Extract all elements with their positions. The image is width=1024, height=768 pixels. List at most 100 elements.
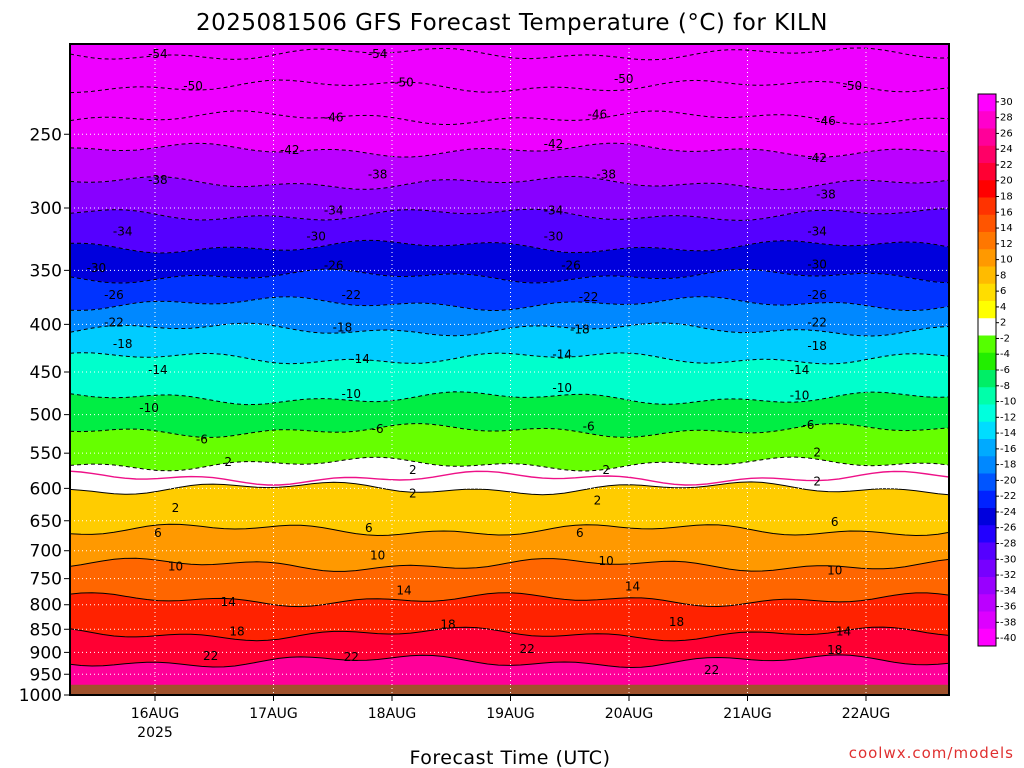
contour-label: -10 (341, 387, 361, 401)
contour-label: 2 (602, 463, 610, 477)
contour-label: -46 (588, 107, 608, 121)
temperature-band (70, 457, 949, 495)
contour-label: 10 (168, 560, 183, 574)
colorbar-swatch (978, 352, 996, 371)
contour-label: -26 (561, 259, 581, 273)
contour-label: 18 (229, 625, 244, 639)
contour-label: -54 (148, 47, 168, 61)
colorbar-tick-label: -8 (1000, 381, 1010, 392)
temperature-band (70, 627, 949, 668)
colorbar-swatch (978, 180, 996, 198)
contour-label: -30 (544, 230, 564, 244)
colorbar-tick-label: -36 (1000, 602, 1016, 613)
contour-label: -42 (807, 151, 827, 165)
temperature-band (70, 352, 949, 405)
contour-label: 6 (154, 526, 162, 540)
y-tick-label: 650 (30, 512, 62, 532)
contour-label: -34 (544, 204, 564, 218)
contour-label: 22 (344, 650, 359, 664)
y-axis: 250 300 350 400 450 500 550 600 650 700 750 800 850 9… (19, 125, 70, 706)
temperature-fill-layer (70, 44, 949, 695)
colorbar-tick-label: -14 (1000, 428, 1016, 439)
contour-label: -46 (324, 111, 344, 125)
colorbar-tick-label: -30 (1000, 554, 1016, 565)
isotherm-line (70, 523, 949, 537)
colorbar-tick-label: 24 (1000, 144, 1013, 155)
colorbar-tick-label: -12 (1000, 412, 1016, 423)
contour-label: -26 (807, 288, 827, 302)
plot-frame (69, 43, 950, 696)
contour-label: 6 (365, 521, 373, 535)
y-tick-label: 400 (30, 315, 62, 335)
colorbar-swatch (978, 404, 996, 423)
y-tick-label: 250 (30, 125, 62, 145)
temperature-band (70, 80, 949, 125)
temperature-band (70, 524, 949, 572)
contour-label: -14 (350, 352, 370, 366)
colorbar-swatch (978, 525, 996, 543)
contour-label: -22 (104, 315, 124, 329)
colorbar-tick-label: 10 (1000, 255, 1013, 266)
contour-label: -26 (104, 288, 124, 302)
colorbar-swatch (978, 128, 996, 147)
contour-label: -22 (807, 315, 827, 329)
colorbar-swatch (978, 542, 996, 561)
y-tick-label: 800 (30, 596, 62, 616)
contour-label: -10 (139, 401, 159, 415)
contour-label: -30 (306, 230, 326, 244)
colorbar-tick-label: 14 (1000, 223, 1013, 234)
colorbar-swatch (978, 611, 996, 630)
chart-title: 2025081506 GFS Forecast Temperature (°C)… (196, 10, 828, 36)
isotherm-line (70, 208, 949, 221)
contour-label: -42 (280, 143, 300, 157)
y-tick-label: 700 (30, 542, 62, 562)
x-tick-label: 19AUG (486, 706, 535, 722)
y-tick-label: 500 (30, 406, 62, 426)
colorbar-swatch (978, 387, 996, 405)
temperature-band (70, 558, 949, 607)
grid-lines (70, 44, 949, 695)
colorbar-swatch (978, 197, 996, 216)
isotherm-line (70, 352, 949, 365)
contour-label: 2 (172, 501, 180, 515)
contour-label: -14 (148, 363, 168, 377)
contour-label: -18 (113, 337, 133, 351)
y-tick-label: 1000 (19, 686, 62, 706)
contour-label: 22 (704, 663, 719, 677)
temperature-band (70, 48, 949, 93)
colorbar-swatch (978, 439, 996, 457)
colorbar-tick-label: 28 (1000, 113, 1013, 124)
y-tick-label: 850 (30, 620, 62, 640)
colorbar-tick-label: -18 (1000, 460, 1016, 471)
isotherm-line (70, 322, 949, 337)
contour-label: -10 (790, 389, 810, 403)
temperature-band (70, 176, 949, 221)
y-tick-label: 450 (30, 363, 62, 383)
x-tick-label: 17AUG (249, 706, 298, 722)
contour-label: -26 (324, 259, 344, 273)
contour-label: -22 (341, 288, 361, 302)
y-tick-label: 950 (30, 665, 62, 685)
y-tick-label: 750 (30, 570, 62, 590)
colorbar-swatch (978, 232, 996, 250)
contour-label: 2 (813, 445, 821, 459)
colorbar-tick-label: -26 (1000, 523, 1016, 534)
contour-label: -34 (113, 225, 133, 239)
colorbar-swatch (978, 335, 996, 354)
colorbar-swatch (978, 145, 996, 164)
x-axis-year: 2025 (137, 725, 173, 741)
contour-label: 18 (669, 615, 684, 629)
colorbar-swatch (978, 559, 996, 578)
colorbar-swatch (978, 456, 996, 474)
isotherm-line (70, 456, 949, 472)
isotherm-line (70, 175, 949, 191)
y-tick-label: 600 (30, 479, 62, 499)
contour-label: -38 (816, 187, 836, 201)
contour-label: -14 (552, 348, 572, 362)
colorbar-tick-label: -16 (1000, 444, 1016, 455)
x-tick-label: 20AUG (605, 706, 654, 722)
contour-label: 2 (594, 493, 602, 507)
temperature-band (70, 391, 949, 438)
contour-label: -42 (544, 137, 564, 151)
contour-label: -30 (87, 261, 107, 275)
